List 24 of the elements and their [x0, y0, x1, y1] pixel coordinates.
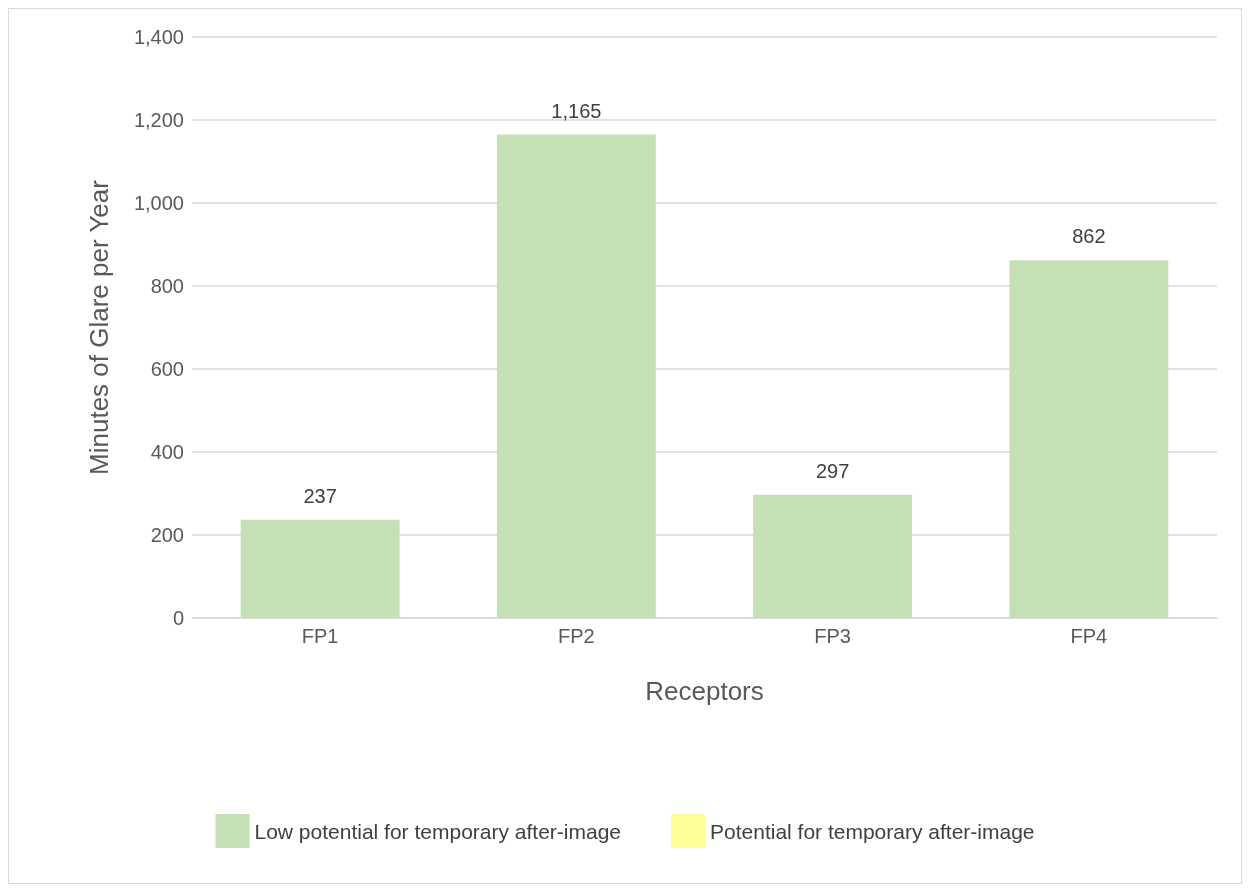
data-label: 1,165: [551, 99, 602, 122]
data-label: 297: [815, 459, 850, 482]
x-tick-label: FP4: [1070, 625, 1108, 647]
legend-label: Potential for temporary after-image: [710, 819, 1035, 843]
x-tick-label: FP1: [301, 625, 339, 647]
y-tick-label: 800: [150, 275, 184, 297]
y-tick-label: 1,000: [133, 192, 184, 214]
y-tick-label: 600: [150, 358, 184, 380]
y-tick-label: 200: [150, 524, 184, 546]
bar: [1009, 260, 1169, 618]
y-tick-label: 0: [172, 607, 184, 629]
data-label: 862: [1072, 225, 1106, 248]
y-axis-title: Minutes of Glare per Year: [84, 179, 114, 475]
legend-label: Low potential for temporary after-image: [254, 819, 622, 843]
y-tick-label: 1,400: [133, 26, 184, 48]
y-tick-label: 1,200: [133, 109, 184, 131]
x-tick-label: FP2: [558, 625, 595, 647]
bar: [496, 134, 656, 618]
bar: [753, 494, 913, 618]
y-tick-label: 400: [150, 441, 184, 463]
data-label: 237: [303, 484, 337, 507]
x-tick-label: FP3: [814, 625, 851, 647]
bar: [240, 519, 400, 618]
x-axis-title: Receptors: [645, 676, 764, 706]
